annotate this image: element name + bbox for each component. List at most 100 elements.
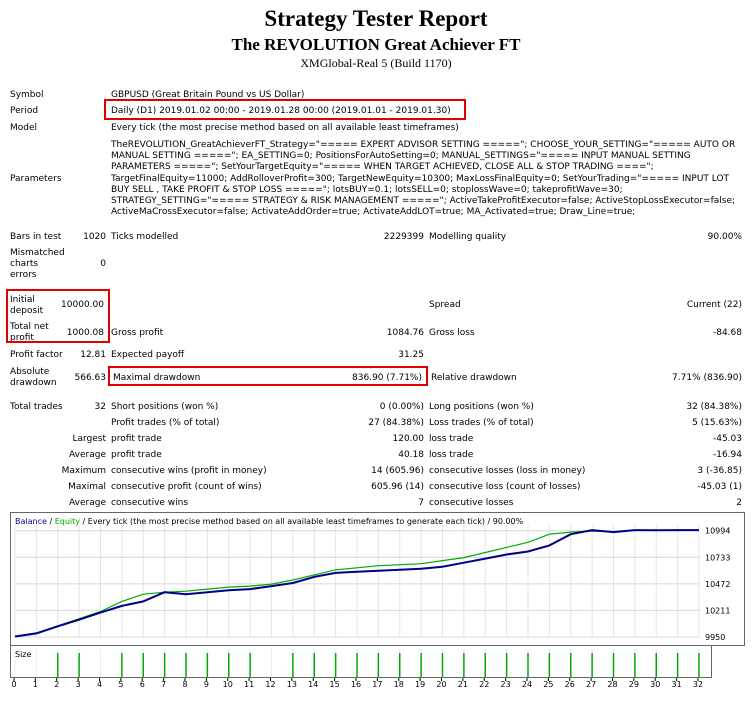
largest-profit-label: profit trade bbox=[111, 434, 162, 444]
x-tick-label: 11 bbox=[244, 680, 254, 689]
x-tick-label: 16 bbox=[351, 680, 361, 689]
x-tick-label: 30 bbox=[650, 680, 660, 689]
symbol-label: Symbol bbox=[10, 90, 44, 100]
y-tick-label: 10211 bbox=[705, 606, 730, 615]
chart-header-sep: / bbox=[46, 517, 55, 526]
cw-money-label: consecutive wins (profit in money) bbox=[111, 466, 267, 476]
report-title: Strategy Tester Report bbox=[264, 6, 488, 31]
gross-loss-value: -84.68 bbox=[712, 328, 742, 338]
long-label: Long positions (won %) bbox=[429, 402, 534, 412]
cl-label: consecutive losses bbox=[429, 498, 514, 508]
largest-loss-value: -45.03 bbox=[712, 434, 742, 444]
abs-dd-value: 566.63 bbox=[74, 373, 107, 383]
x-tick-label: 32 bbox=[693, 680, 703, 689]
y-tick-label: 10994 bbox=[705, 527, 730, 536]
symbol-value: GBPUSD (Great Britain Pound vs US Dollar… bbox=[111, 90, 305, 100]
max-dd-label: Maximal drawdown bbox=[113, 373, 201, 383]
x-tick-label: 17 bbox=[372, 680, 382, 689]
model-value: Every tick (the most precise method base… bbox=[111, 123, 459, 133]
spread-value: Current (22) bbox=[686, 300, 742, 310]
size-plot bbox=[14, 649, 700, 677]
cl-money-label: consecutive losses (loss in money) bbox=[429, 466, 586, 476]
average-consec-label: Average bbox=[69, 498, 106, 508]
params-label: Parameters bbox=[10, 174, 62, 184]
bars-label: Bars in test bbox=[10, 232, 62, 242]
quality-value: 90.00% bbox=[707, 232, 742, 242]
x-tick-label: 21 bbox=[458, 680, 468, 689]
gross-profit-label: Gross profit bbox=[111, 328, 164, 338]
mismatch-value: 0 bbox=[100, 259, 106, 269]
x-tick-label: 10 bbox=[223, 680, 233, 689]
pt-label: Profit trades (% of total) bbox=[111, 418, 220, 428]
balance-chart: Balance / Equity / Every tick (the most … bbox=[10, 512, 745, 646]
largest-loss-label: loss trade bbox=[429, 434, 474, 444]
cw-money-value: 14 (605.96) bbox=[371, 466, 424, 476]
payoff-label: Expected payoff bbox=[111, 350, 185, 360]
largest-label: Largest bbox=[72, 434, 106, 444]
maximal-label: Maximal bbox=[68, 482, 106, 492]
size-label: Size bbox=[15, 650, 32, 659]
lt-label: Loss trades (% of total) bbox=[429, 418, 534, 428]
x-tick-label: 23 bbox=[501, 680, 511, 689]
largest-profit-value: 120.00 bbox=[392, 434, 425, 444]
net-value: 1000.08 bbox=[66, 328, 104, 338]
max-drawdown-highlight bbox=[108, 366, 428, 386]
x-tick-label: 4 bbox=[97, 680, 102, 689]
init-dep-label-2: deposit bbox=[10, 306, 44, 316]
x-tick-label: 26 bbox=[565, 680, 575, 689]
mismatch-label-1: Mismatched bbox=[10, 248, 65, 258]
size-chart: Size bbox=[10, 645, 712, 678]
long-value: 32 (84.38%) bbox=[686, 402, 742, 412]
x-tick-label: 25 bbox=[543, 680, 553, 689]
average-loss-label: loss trade bbox=[429, 450, 474, 460]
chart-header-balance: Balance bbox=[15, 517, 47, 526]
payoff-value: 31.25 bbox=[398, 350, 424, 360]
y-tick-label: 9950 bbox=[705, 633, 725, 642]
gross-loss-label: Gross loss bbox=[429, 328, 475, 338]
x-tick-label: 6 bbox=[140, 680, 145, 689]
ticks-label: Ticks modelled bbox=[111, 232, 179, 242]
rel-dd-value: 7.71% (836.90) bbox=[672, 373, 742, 383]
chart-header: Balance / Equity / Every tick (the most … bbox=[15, 516, 523, 527]
x-tick-label: 8 bbox=[182, 680, 187, 689]
y-tick-label: 10733 bbox=[705, 553, 730, 562]
cl-count-value: -45.03 (1) bbox=[697, 482, 742, 492]
trades-label: Total trades bbox=[10, 402, 63, 412]
x-tick-label: 19 bbox=[415, 680, 425, 689]
rel-dd-label: Relative drawdown bbox=[431, 373, 517, 383]
x-tick-label: 7 bbox=[161, 680, 166, 689]
x-tick-label: 13 bbox=[287, 680, 297, 689]
net-label-1: Total net bbox=[10, 322, 49, 332]
max-dd-value: 836.90 (7.71%) bbox=[352, 373, 422, 383]
cw-label: consecutive wins bbox=[111, 498, 189, 508]
x-tick-label: 24 bbox=[522, 680, 532, 689]
cw-value: 7 bbox=[418, 498, 424, 508]
average-profit-label: profit trade bbox=[111, 450, 162, 460]
y-tick-label: 10472 bbox=[705, 580, 730, 589]
cl-money-value: 3 (-36.85) bbox=[697, 466, 742, 476]
x-tick-label: 0 bbox=[11, 680, 16, 689]
model-label: Model bbox=[10, 123, 38, 133]
short-value: 0 (0.00%) bbox=[379, 402, 424, 412]
period-value: Daily (D1) 2019.01.02 00:00 - 2019.01.28… bbox=[111, 106, 451, 116]
period-highlight bbox=[104, 99, 466, 120]
cp-count-value: 605.96 (14) bbox=[371, 482, 424, 492]
server-info: XMGlobal-Real 5 (Build 1170) bbox=[300, 56, 452, 70]
x-tick-label: 2 bbox=[54, 680, 59, 689]
net-label-2: profit bbox=[10, 333, 34, 343]
x-tick-label: 14 bbox=[308, 680, 318, 689]
gross-profit-value: 1084.76 bbox=[386, 328, 424, 338]
bars-value: 1020 bbox=[83, 232, 106, 242]
cl-count-label: consecutive loss (count of losses) bbox=[429, 482, 581, 492]
abs-dd-label-1: Absolute bbox=[10, 367, 50, 377]
x-tick-label: 28 bbox=[607, 680, 617, 689]
abs-dd-label-2: drawdown bbox=[10, 378, 57, 388]
mismatch-label-2: charts bbox=[10, 259, 39, 269]
cl-value: 2 bbox=[736, 498, 742, 508]
params-value: TheREVOLUTION_GreatAchieverFT_Strategy="… bbox=[111, 140, 736, 218]
x-tick-label: 27 bbox=[586, 680, 596, 689]
maximum-label: Maximum bbox=[61, 466, 106, 476]
init-dep-value: 10000.00 bbox=[61, 300, 104, 310]
x-tick-label: 15 bbox=[330, 680, 340, 689]
period-label: Period bbox=[10, 106, 39, 116]
